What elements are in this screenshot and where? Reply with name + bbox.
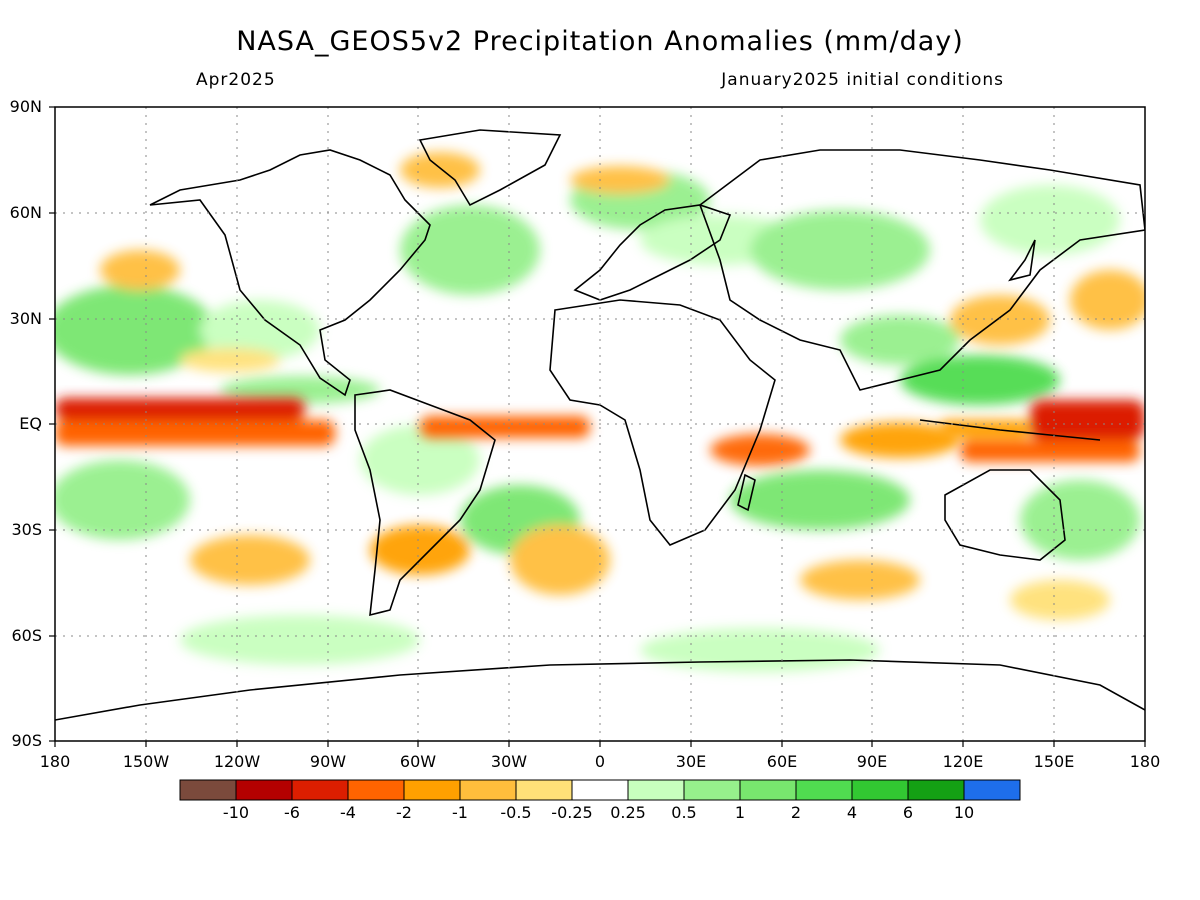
longitude-labels: 180 150W 120W 90W 60W 30W 0 30E 60E 90E …: [40, 752, 1161, 771]
madagascar-outline: [737, 473, 756, 512]
europe-outline: [573, 204, 732, 301]
colorbar-swatch: [739, 779, 797, 801]
initial-conditions-label: January2025 initial conditions: [721, 70, 1004, 90]
lon-label: 30W: [491, 752, 527, 771]
lon-label: 180: [40, 752, 71, 771]
north-america-outline: [149, 149, 431, 397]
lon-label: 120E: [943, 752, 984, 771]
colorbar-swatch: [683, 779, 741, 801]
lon-label: 90E: [857, 752, 887, 771]
colorbar-label: -6: [284, 803, 300, 822]
lon-label: 60W: [400, 752, 436, 771]
lon-label: 180: [1130, 752, 1161, 771]
australia-outline: [944, 469, 1066, 561]
colorbar-swatch: [515, 779, 573, 801]
lon-label: 30E: [676, 752, 706, 771]
asia-outline: [699, 149, 1145, 391]
colorbar-label: 10: [954, 803, 974, 822]
colorbar-label: -10: [223, 803, 249, 822]
lon-label: 60E: [767, 752, 797, 771]
greenland-outline: [418, 129, 562, 207]
latitude-labels: 90N 60N 30N EQ 30S 60S 90S: [10, 97, 42, 750]
forecast-month: Apr2025: [196, 70, 276, 90]
lon-label: 120W: [214, 752, 261, 771]
colorbar-swatch: [459, 779, 517, 801]
lat-label: 60S: [11, 626, 42, 645]
lat-label: 30N: [10, 309, 42, 328]
colorbar-swatch: [235, 779, 293, 801]
lon-label: 0: [595, 752, 605, 771]
coastlines: [55, 129, 1145, 721]
colorbar-swatch: [291, 779, 349, 801]
colorbar-label: 1: [735, 803, 745, 822]
lat-label: 30S: [11, 520, 42, 539]
colorbar-label: 0.25: [610, 803, 646, 822]
lat-label: 90N: [10, 97, 42, 116]
colorbar-label: -2: [396, 803, 412, 822]
japan-outline: [1008, 239, 1036, 282]
colorbar-swatch: [403, 779, 461, 801]
colorbar-swatch: [627, 779, 685, 801]
lat-label: EQ: [19, 414, 42, 433]
colorbar-label: -4: [340, 803, 356, 822]
colorbar-label: 4: [847, 803, 857, 822]
colorbar-label: 6: [903, 803, 913, 822]
lat-label: 60N: [10, 203, 42, 222]
colorbar-label: -0.25: [551, 803, 592, 822]
lat-label: 90S: [11, 731, 42, 750]
colorbar-swatch: [571, 779, 629, 801]
colorbar-label: -1: [452, 803, 468, 822]
colorbar-label: 2: [791, 803, 801, 822]
axis-ticks: [49, 106, 1146, 747]
colorbar-swatch: [179, 779, 237, 801]
colorbar-swatch: [851, 779, 909, 801]
colorbar-swatch: [347, 779, 405, 801]
antarctica-outline: [55, 659, 1145, 721]
lon-label: 150E: [1034, 752, 1075, 771]
colorbar: -10 -6 -4 -2 -1 -0.5 -0.25 0.25 0.5 1 2 …: [179, 779, 1021, 822]
colorbar-labels: -10 -6 -4 -2 -1 -0.5 -0.25 0.25 0.5 1 2 …: [223, 803, 974, 822]
chart-title: NASA_GEOS5v2 Precipitation Anomalies (mm…: [236, 26, 964, 57]
lon-label: 150W: [123, 752, 170, 771]
graticule: [55, 107, 1145, 741]
colorbar-label: 0.5: [671, 803, 696, 822]
lon-label: 90W: [310, 752, 346, 771]
colorbar-label: -0.5: [500, 803, 531, 822]
anomaly-field: [55, 152, 1145, 672]
colorbar-swatch: [795, 779, 853, 801]
colorbar-swatch: [963, 779, 1021, 801]
colorbar-swatch: [907, 779, 965, 801]
south-america-outline: [354, 389, 496, 617]
indonesia-outline: [919, 419, 1101, 441]
colorbar-swatches: [179, 779, 1021, 801]
